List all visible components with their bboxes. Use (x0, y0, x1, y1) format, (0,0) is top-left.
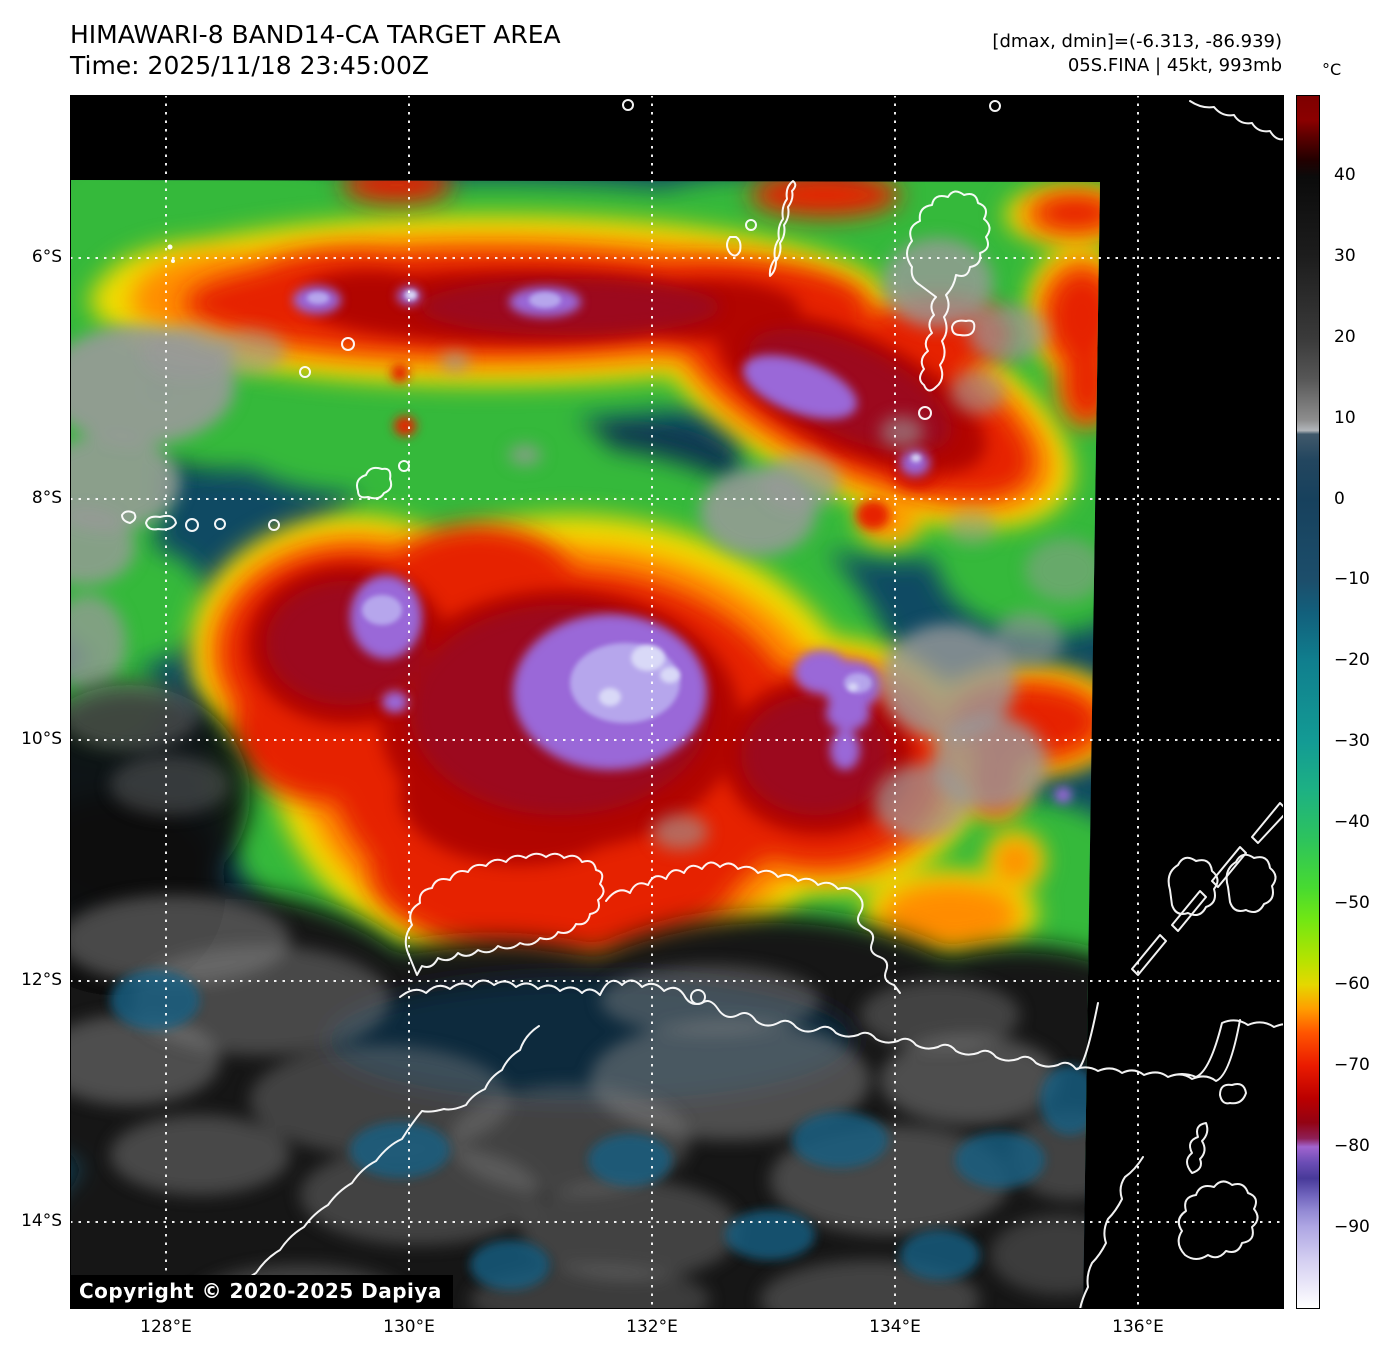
colorbar-unit-label: °C (1322, 60, 1342, 79)
colorbar-tick-label: −30 (1334, 731, 1370, 751)
colorbar-tick-label: −40 (1334, 812, 1370, 832)
colorbar-tick-label: −60 (1334, 974, 1370, 994)
longitude-tick-label: 130°E (383, 1317, 435, 1337)
storm-annotation: 05S.FINA | 45kt, 993mb (1067, 55, 1282, 77)
imagery-swath (70, 180, 1100, 1309)
colorbar-tick-label: −70 (1334, 1055, 1370, 1075)
map-plot-area: Copyright © 2020-2025 Dapiya (70, 95, 1284, 1309)
latitude-tick-label: 10°S (21, 729, 62, 749)
title-block: HIMAWARI-8 BAND14-CA TARGET AREA Time: 2… (70, 20, 561, 81)
gridlines-layer (70, 95, 1284, 1309)
colorbar-tick-label: −90 (1334, 1217, 1370, 1237)
latitude-tick-label: 6°S (31, 247, 62, 267)
longitude-tick-label: 128°E (140, 1317, 192, 1337)
copyright-badge: Copyright © 2020-2025 Dapiya (70, 1275, 453, 1309)
colorbar-tick-label: −10 (1334, 569, 1370, 589)
longitude-tick-label: 134°E (869, 1317, 921, 1337)
coastlines-layer (70, 99, 1284, 1309)
colorbar-tick-label: 40 (1334, 165, 1356, 185)
colorbar-tick-label: 30 (1334, 246, 1356, 266)
colorbar-tick-label: −50 (1334, 893, 1370, 913)
satellite-imagery (70, 95, 1284, 1309)
timestamp: Time: 2025/11/18 23:45:00Z (70, 50, 429, 80)
page-title: HIMAWARI-8 BAND14-CA TARGET AREA (70, 20, 561, 49)
longitude-tick-label: 132°E (626, 1317, 678, 1337)
latitude-tick-label: 8°S (31, 488, 62, 508)
dmax-dmin-annotation: [dmax, dmin]=(-6.313, -86.939) (992, 31, 1282, 52)
plot-frame (70, 95, 1284, 1309)
colorbar-tick-label: 10 (1334, 408, 1356, 428)
annotation-block: [dmax, dmin]=(-6.313, -86.939) 05S.FINA … (992, 30, 1282, 79)
colorbar (1296, 95, 1320, 1309)
colorbar-tick-label: 20 (1334, 327, 1356, 347)
colorbar-tick-label: 0 (1334, 489, 1345, 509)
longitude-tick-label: 136°E (1112, 1317, 1164, 1337)
latitude-tick-label: 12°S (21, 970, 62, 990)
colorbar-tick-label: −80 (1334, 1136, 1370, 1156)
colorbar-tick-label: −20 (1334, 650, 1370, 670)
latitude-tick-label: 14°S (21, 1211, 62, 1231)
